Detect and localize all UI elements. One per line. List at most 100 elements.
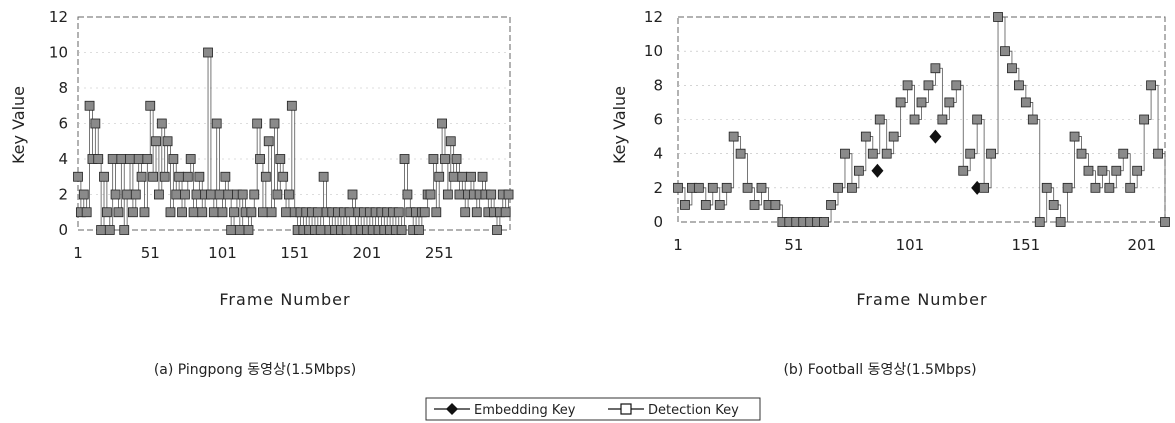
x-axis-title: Frame Number: [856, 290, 987, 309]
legend-box: [425, 397, 761, 421]
y-tick-label: 6: [653, 111, 663, 129]
detection-marker: [90, 118, 101, 129]
y-tick-label: 4: [58, 150, 68, 168]
y-tick-label: 2: [58, 186, 68, 204]
detection-marker: [101, 207, 112, 218]
y-tick-label: 0: [58, 221, 68, 239]
y-tick-label: 6: [58, 115, 68, 133]
detection-marker: [951, 80, 962, 91]
detection-marker: [249, 189, 260, 200]
legend-embedding-marker: [446, 403, 458, 415]
detection-marker: [93, 154, 104, 164]
detection-marker: [445, 136, 456, 147]
detection-marker: [145, 100, 156, 111]
detection-marker: [833, 182, 843, 193]
detection-marker: [263, 136, 274, 147]
detection-marker: [714, 200, 725, 210]
detection-marker: [881, 148, 892, 159]
x-axis-title: Frame Number: [219, 290, 350, 309]
detection-marker: [673, 182, 683, 193]
detection-marker: [909, 114, 920, 125]
x-tick-label: 151: [280, 244, 309, 262]
detection-marker: [477, 171, 488, 182]
x-tick-label: 101: [896, 236, 925, 254]
detection-marker: [937, 114, 948, 125]
detection-marker: [735, 148, 746, 159]
detection-marker: [434, 171, 445, 182]
detection-marker: [448, 171, 459, 182]
detection-marker: [888, 131, 899, 142]
detection-marker: [700, 200, 711, 210]
detection-marker: [125, 154, 135, 164]
x-tick-label: 251: [425, 244, 454, 262]
x-tick-label: 51: [784, 236, 803, 254]
detection-marker: [217, 207, 228, 218]
detection-marker: [847, 182, 857, 193]
x-tick-label: 201: [353, 244, 382, 262]
detection-marker: [110, 189, 121, 200]
y-tick-label: 8: [58, 79, 68, 97]
chart-caption: (a) Pingpong 동영상(1.5Mbps): [154, 362, 356, 378]
detection-marker: [122, 189, 133, 200]
detection-marker: [99, 171, 109, 182]
detection-marker: [1097, 165, 1108, 176]
detection-marker: [986, 148, 996, 159]
detection-marker: [471, 207, 482, 218]
detection-marker: [318, 171, 329, 182]
detection-marker: [1132, 165, 1143, 176]
detection-marker: [272, 189, 283, 200]
detection-marker: [840, 148, 850, 159]
y-tick-label: 12: [49, 8, 68, 26]
legend-item-embedding: Embedding Key: [474, 403, 576, 418]
detection-marker: [159, 171, 170, 182]
x-tick-label: 51: [141, 244, 160, 262]
y-tick-label: 10: [644, 42, 663, 60]
detection-marker: [182, 171, 193, 182]
detection-marker: [1118, 148, 1129, 159]
detection-marker: [174, 171, 185, 182]
detection-marker: [255, 154, 265, 164]
detection-marker: [1090, 182, 1101, 193]
detection-marker: [220, 171, 231, 182]
detection-marker: [867, 148, 878, 159]
detection-marker: [1048, 200, 1059, 210]
detection-marker: [1139, 114, 1150, 125]
detection-marker: [278, 171, 289, 182]
detection-marker: [1020, 97, 1031, 108]
detection-marker: [104, 225, 115, 235]
detection-marker: [171, 189, 182, 200]
detection-marker: [895, 97, 906, 108]
detection-marker: [258, 207, 268, 218]
detection-marker: [742, 182, 753, 193]
detection-marker: [930, 63, 941, 74]
chart-pingpong: Key Value Frame Number (a) Pingpong 동영상(…: [9, 8, 514, 378]
y-tick-label: 8: [653, 76, 663, 94]
embedding-marker: [871, 163, 884, 178]
detection-marker: [203, 47, 213, 58]
detection-marker: [128, 207, 138, 218]
detection-marker: [107, 154, 118, 164]
detection-marker: [84, 100, 95, 111]
detection-marker: [466, 171, 476, 182]
detection-marker: [916, 97, 927, 108]
detection-marker: [165, 207, 176, 218]
detection-marker: [979, 182, 990, 193]
y-axis-title: Key Value: [9, 86, 28, 164]
detection-marker: [260, 171, 271, 182]
y-tick-label: 10: [49, 44, 68, 62]
detection-marker: [344, 207, 355, 218]
x-tick-label: 151: [1012, 236, 1041, 254]
detection-marker: [728, 131, 739, 142]
series-line: [78, 52, 509, 231]
detection-marker: [460, 207, 471, 218]
detection-marker: [1034, 217, 1045, 227]
detection-marker: [81, 207, 92, 218]
detection-marker: [1125, 182, 1136, 193]
x-tick-label: 101: [208, 244, 237, 262]
detection-marker: [500, 207, 511, 218]
detection-marker: [269, 118, 280, 129]
detection-marker: [425, 189, 436, 200]
detection-marker: [188, 207, 199, 218]
detection-marker: [402, 189, 413, 200]
detection-marker: [133, 154, 144, 164]
